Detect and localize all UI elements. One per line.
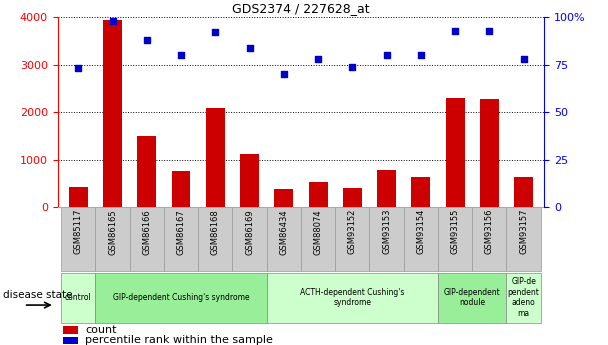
Point [176, 52, 186, 58]
Bar [103, 20, 122, 207]
Text: GIP-dependent Cushing's syndrome: GIP-dependent Cushing's syndrome [112, 293, 249, 302]
Bar [267, 273, 438, 323]
Text: GIP-dependent
nodule: GIP-dependent nodule [444, 288, 500, 307]
Bar [404, 207, 438, 271]
Text: GSM88074: GSM88074 [314, 209, 323, 255]
Text: GSM93155: GSM93155 [451, 209, 460, 254]
Bar [370, 207, 404, 271]
Bar [171, 171, 190, 207]
Bar [335, 207, 370, 271]
Point [451, 28, 460, 33]
Text: GSM93152: GSM93152 [348, 209, 357, 254]
Bar [198, 207, 232, 271]
Point [382, 52, 392, 58]
Bar [377, 170, 396, 207]
Bar [506, 273, 541, 323]
Bar [438, 207, 472, 271]
Bar [164, 207, 198, 271]
Text: GSM86167: GSM86167 [176, 209, 185, 255]
Bar [232, 207, 267, 271]
Text: GSM93157: GSM93157 [519, 209, 528, 254]
Text: GSM86165: GSM86165 [108, 209, 117, 255]
Bar [446, 98, 465, 207]
Bar [438, 273, 506, 323]
Bar [301, 207, 335, 271]
Text: ACTH-dependent Cushing's
syndrome: ACTH-dependent Cushing's syndrome [300, 288, 404, 307]
Bar [506, 207, 541, 271]
Point [244, 45, 254, 50]
Bar [267, 207, 301, 271]
Bar [514, 177, 533, 207]
Bar [95, 207, 130, 271]
Bar [412, 177, 430, 207]
Text: control: control [65, 293, 92, 302]
Bar [95, 273, 267, 323]
Bar [61, 273, 95, 323]
Text: disease state: disease state [3, 290, 72, 300]
Bar [206, 108, 225, 207]
Bar [274, 189, 293, 207]
Text: GSM93154: GSM93154 [416, 209, 426, 254]
Bar [309, 182, 328, 207]
Text: GSM86169: GSM86169 [245, 209, 254, 255]
Point [142, 37, 151, 43]
Point [416, 52, 426, 58]
Text: count: count [86, 325, 117, 335]
Point [210, 30, 220, 35]
Bar [343, 188, 362, 207]
Text: GSM85117: GSM85117 [74, 209, 83, 254]
Bar [69, 187, 88, 207]
Text: GSM86166: GSM86166 [142, 209, 151, 255]
Point [348, 64, 358, 69]
Point [74, 66, 83, 71]
Bar [63, 337, 78, 344]
Text: GSM93156: GSM93156 [485, 209, 494, 254]
Text: GSM86434: GSM86434 [279, 209, 288, 255]
Text: percentile rank within the sample: percentile rank within the sample [86, 335, 274, 345]
Bar [240, 154, 259, 207]
Text: GSM93153: GSM93153 [382, 209, 391, 254]
Bar [480, 99, 499, 207]
Text: GSM86168: GSM86168 [211, 209, 220, 255]
Point [108, 18, 117, 24]
Point [313, 56, 323, 62]
Bar [137, 136, 156, 207]
Point [519, 56, 528, 62]
Text: GIP-de
pendent
adeno
ma: GIP-de pendent adeno ma [508, 277, 539, 318]
Bar [130, 207, 164, 271]
Bar [472, 207, 506, 271]
Point [485, 28, 494, 33]
Point [279, 71, 289, 77]
Bar [61, 207, 95, 271]
Title: GDS2374 / 227628_at: GDS2374 / 227628_at [232, 2, 370, 15]
Bar [63, 326, 78, 334]
